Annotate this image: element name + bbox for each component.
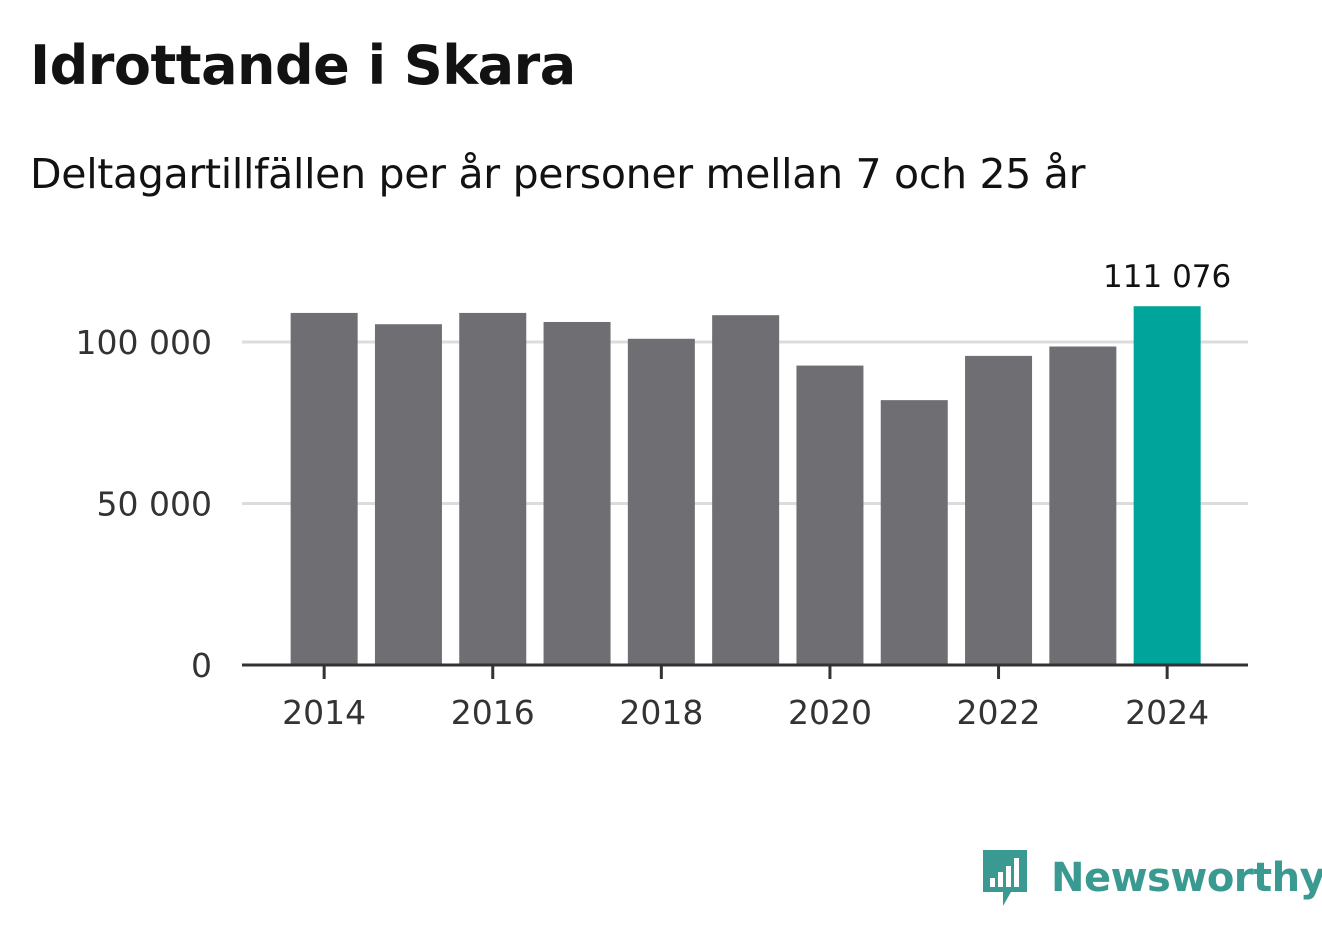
x-tick-label: 2018	[619, 693, 703, 732]
labels: 0 50 000 100 000 2014 2016 2018 2020 2022 2024 11…	[76, 259, 1232, 732]
brand-name: Newsworthy	[1051, 855, 1322, 901]
bar-2023	[1049, 346, 1117, 665]
highlight-value-label: 111 076	[1103, 259, 1231, 295]
bar-2017	[543, 321, 611, 665]
y-tick-label: 50 000	[97, 485, 212, 524]
bar-2022	[965, 355, 1033, 665]
x-tick-label: 2016	[451, 693, 535, 732]
bar-2014	[290, 312, 358, 665]
bar-chart-speech-bubble-icon	[983, 850, 1027, 906]
bar-2024	[1133, 306, 1201, 665]
x-tick-label: 2020	[788, 693, 872, 732]
x-tick-label: 2024	[1125, 693, 1209, 732]
newsworthy-logo: Newsworthy	[981, 848, 1322, 908]
y-tick-label: 100 000	[76, 323, 212, 362]
bar-2019	[712, 315, 780, 665]
y-tick-label: 0	[191, 646, 212, 685]
bar-2015	[374, 324, 442, 665]
bar-2020	[796, 365, 864, 665]
axes	[242, 663, 1248, 679]
bar-2021	[880, 400, 948, 665]
bars	[290, 306, 1201, 665]
chart-title: Idrottande i Skara	[30, 34, 576, 97]
x-tick-label: 2014	[282, 693, 366, 732]
x-tick-label: 2022	[957, 693, 1041, 732]
bar-2016	[459, 312, 527, 665]
bar-2018	[627, 338, 695, 665]
chart-subtitle: Deltagartillfällen per år personer mella…	[30, 150, 1086, 198]
